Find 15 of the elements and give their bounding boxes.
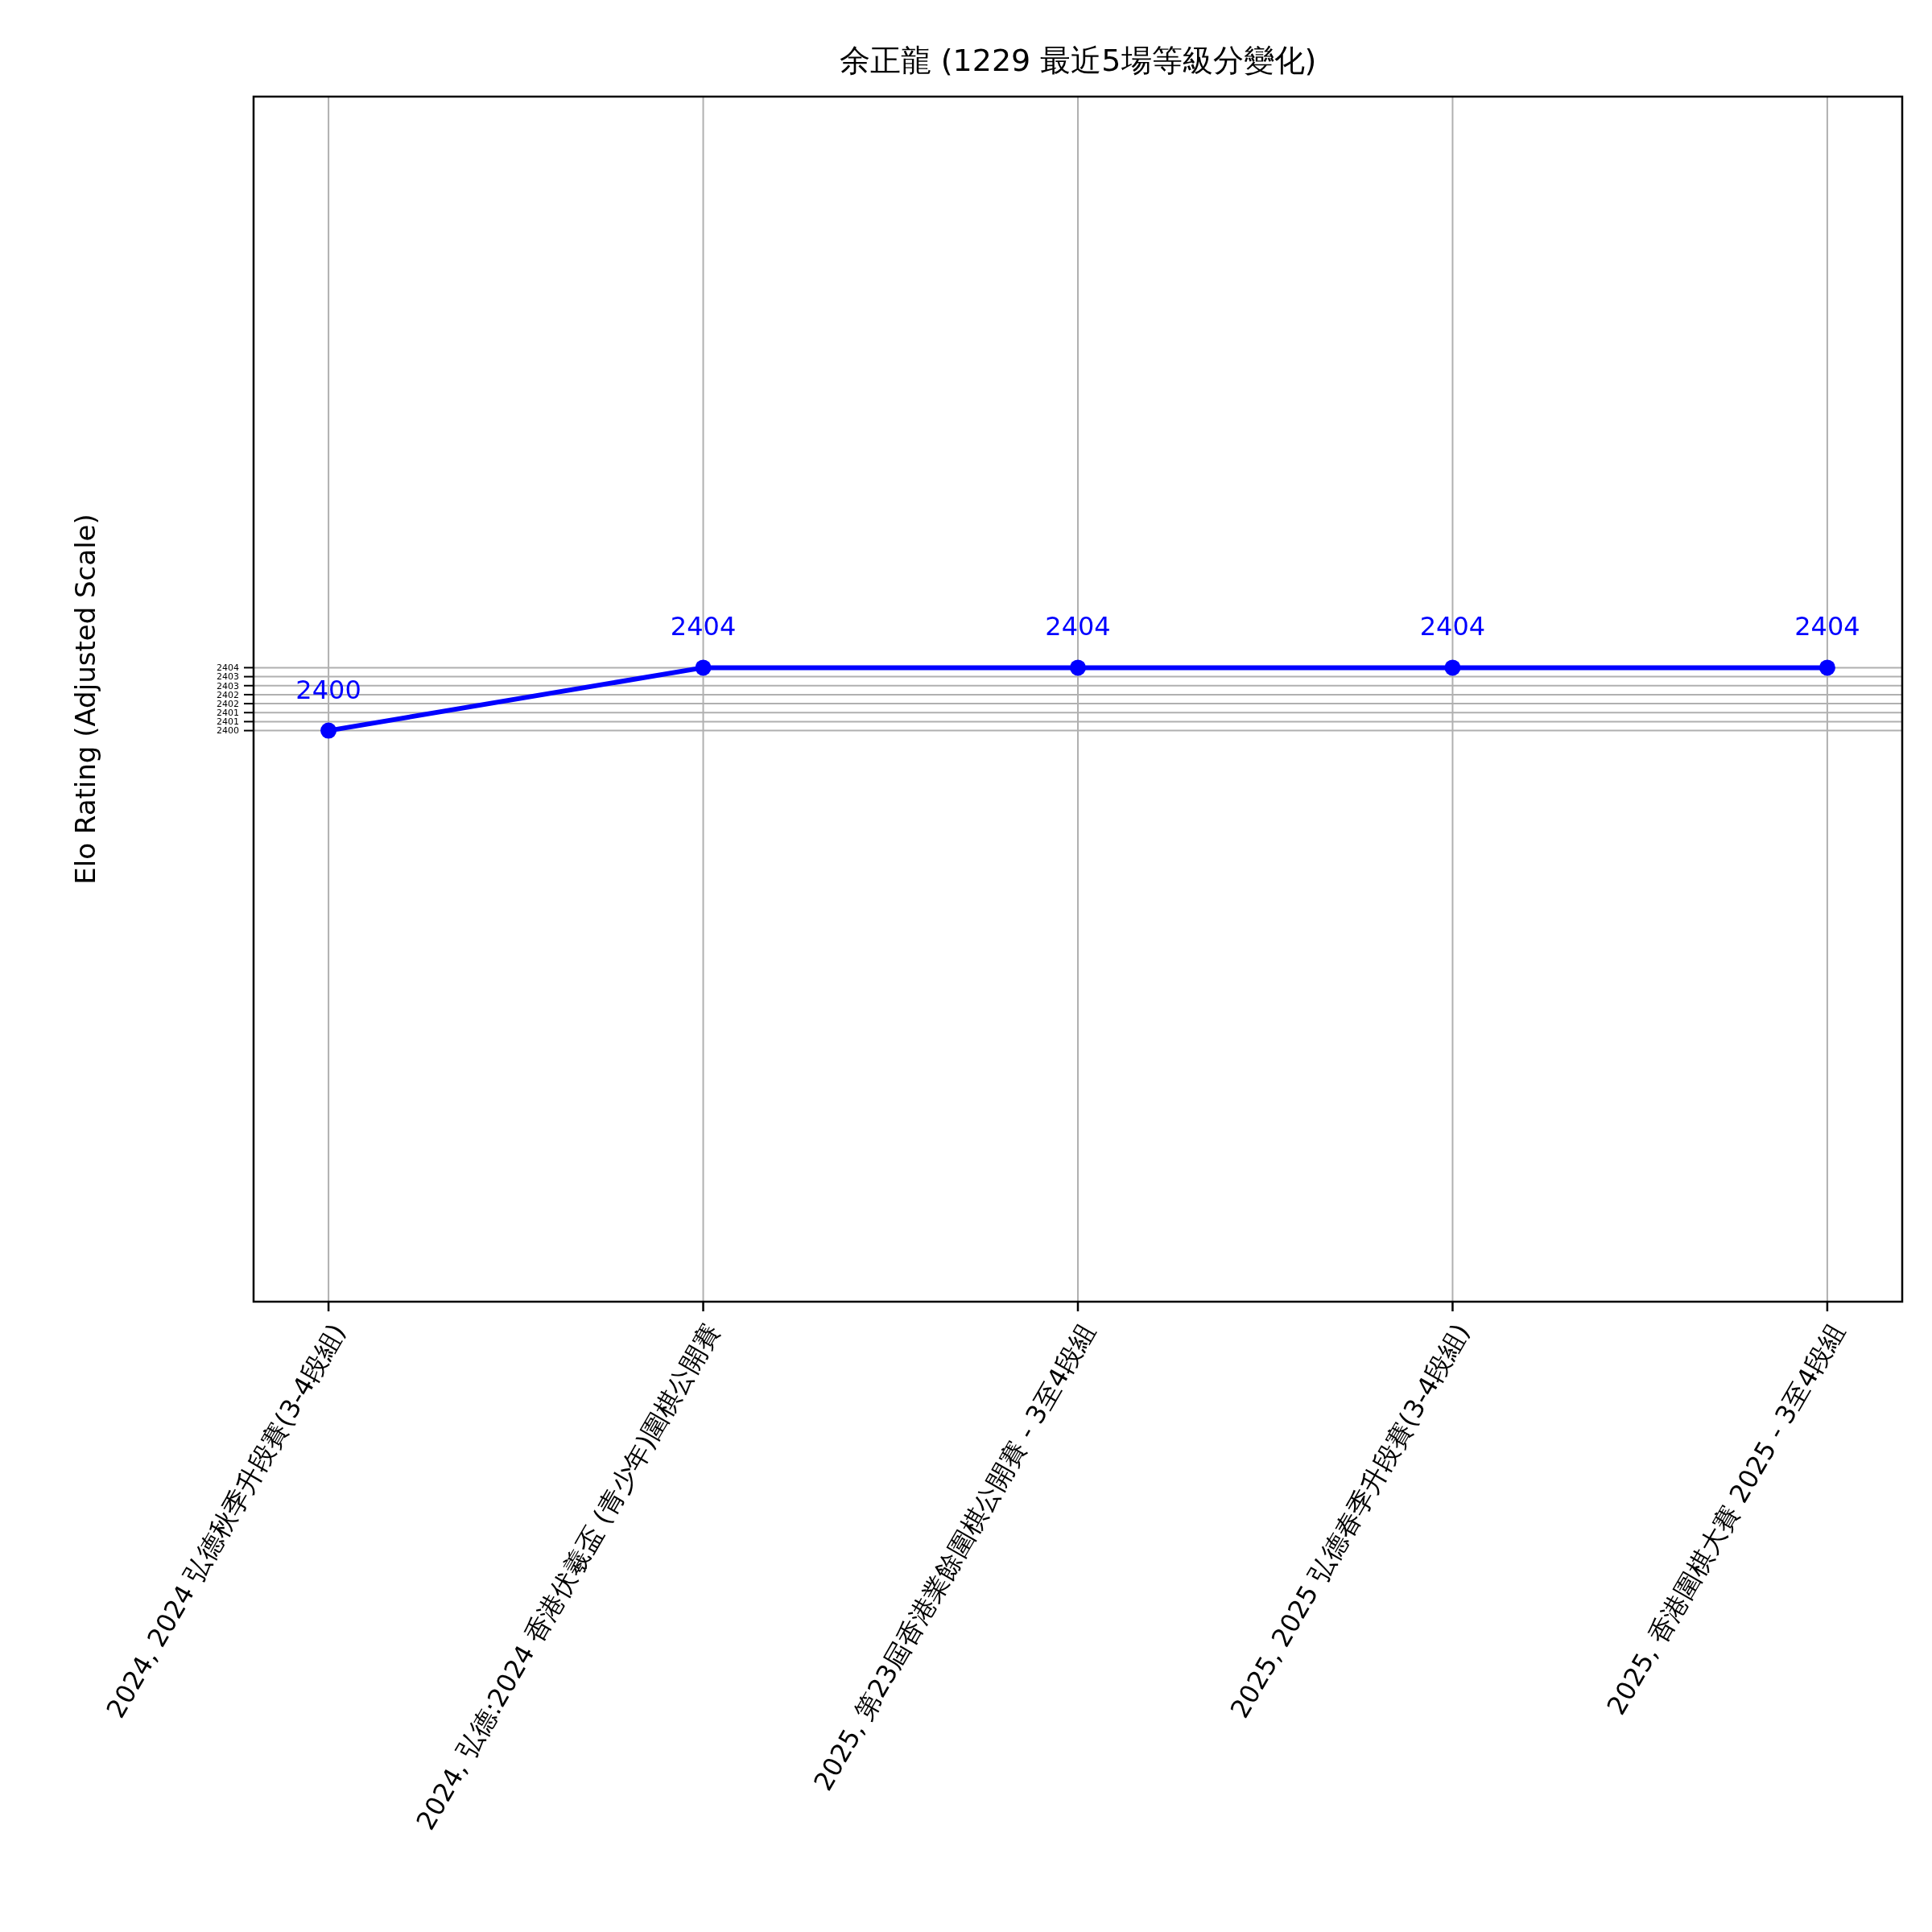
- chart-title: 余正龍 (1229 最近5場等級分變化): [839, 43, 1317, 78]
- y-tick-label: 2404: [217, 663, 239, 674]
- data-label: 2404: [1045, 611, 1111, 642]
- y-tick-label: 2403: [217, 680, 239, 691]
- data-label: 2404: [1794, 611, 1860, 642]
- y-tick-label: 2401: [217, 716, 239, 728]
- y-tick-label: 2402: [217, 689, 239, 700]
- y-tick-label: 2402: [217, 698, 239, 709]
- y-axis-title: Elo Rating (Adjusted Scale): [69, 514, 101, 885]
- y-tick-label: 2403: [217, 671, 239, 683]
- y-tick-label: 2400: [217, 725, 239, 737]
- data-label: 2404: [670, 611, 737, 642]
- data-label: 2404: [1419, 611, 1486, 642]
- data-label: 2400: [295, 674, 361, 705]
- y-tick-label: 2401: [217, 708, 239, 719]
